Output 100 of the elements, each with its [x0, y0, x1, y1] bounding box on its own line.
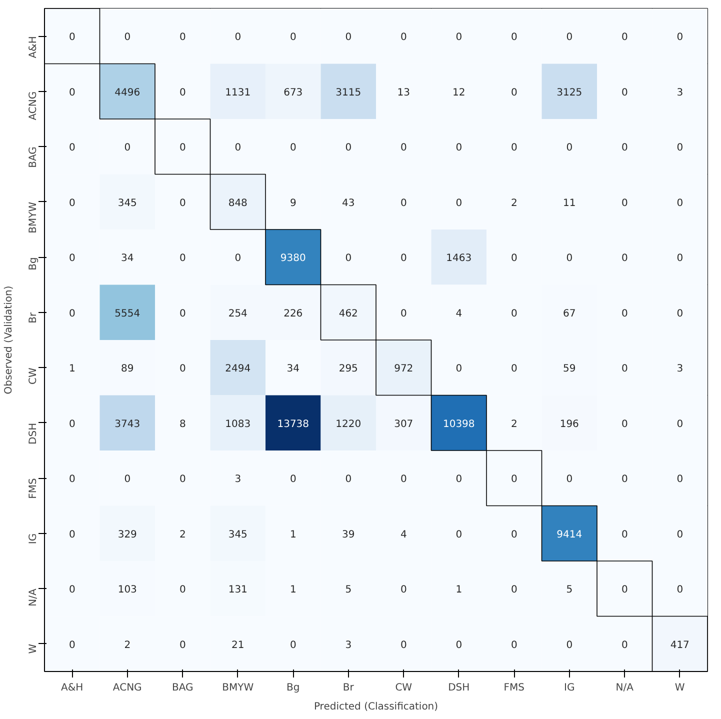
data-label: 0 [676, 32, 684, 44]
data-label: 13738 [277, 418, 310, 430]
x-tick-label: IG [564, 682, 575, 694]
data-label: 0 [510, 32, 518, 44]
data-label: 0 [456, 198, 462, 209]
data-label: 0 [676, 418, 684, 430]
data-label: 0 [676, 529, 684, 540]
data-label: 2 [510, 418, 518, 430]
data-label: 0 [400, 32, 407, 44]
data-label: 0 [179, 32, 186, 44]
data-label: 0 [290, 142, 296, 154]
x-tick-label: CW [395, 682, 412, 694]
data-label: 9414 [556, 529, 582, 540]
data-label: 2494 [225, 364, 251, 375]
data-label: 43 [342, 198, 355, 209]
data-label: 0 [510, 87, 518, 98]
data-label: 0 [124, 32, 131, 44]
data-label: 67 [563, 308, 576, 320]
data-label: 3743 [114, 418, 140, 430]
data-label: 0 [179, 308, 186, 320]
data-label: 103 [118, 584, 137, 596]
y-axis-title: Observed (Validation) [4, 286, 14, 394]
y-tick-label: CW [28, 368, 39, 384]
data-label: 0 [68, 32, 76, 44]
data-label: 3 [676, 364, 684, 375]
data-label: 59 [563, 364, 576, 375]
data-label: 1083 [225, 418, 251, 430]
x-tick-label: ACNG [112, 682, 142, 694]
data-label: 0 [456, 474, 462, 486]
data-label: 0 [566, 640, 573, 651]
data-label: 0 [566, 32, 573, 44]
data-label: 462 [338, 308, 358, 320]
data-label: 0 [456, 364, 462, 375]
data-label: 0 [345, 253, 352, 264]
data-label: 0 [456, 640, 462, 651]
data-label: 3 [345, 640, 352, 651]
data-label: 0 [621, 253, 628, 264]
data-label: 0 [510, 142, 518, 154]
data-label: 13 [397, 87, 410, 98]
data-label: 0 [456, 529, 462, 540]
data-label: 0 [510, 364, 518, 375]
data-label: 295 [338, 364, 358, 375]
data-label: 254 [228, 308, 248, 320]
data-label: 848 [228, 198, 248, 209]
data-label: 1 [290, 584, 296, 596]
x-tick-label: FMS [504, 682, 524, 694]
data-label: 8 [179, 418, 186, 430]
data-label: 0 [179, 474, 186, 486]
data-label: 10398 [442, 418, 475, 430]
data-label: 226 [284, 308, 303, 320]
y-tick-label: FMS [28, 478, 39, 499]
y-tick-label: Bg [28, 257, 39, 270]
data-label: 0 [400, 308, 407, 320]
data-label: 0 [179, 253, 186, 264]
data-label: 0 [621, 474, 628, 486]
data-label: 0 [68, 640, 76, 651]
data-label: 1 [456, 584, 462, 596]
data-label: 89 [121, 364, 134, 375]
data-label: 0 [400, 640, 407, 651]
data-label: 0 [68, 87, 76, 98]
data-label: 0 [621, 308, 628, 320]
data-label: 11 [563, 198, 576, 209]
data-label: 0 [456, 142, 462, 154]
y-tick-label: Br [28, 311, 39, 324]
data-label: 0 [566, 253, 573, 264]
x-tick-label: A&H [61, 682, 84, 694]
data-label: 0 [676, 142, 684, 154]
data-label: 0 [621, 640, 628, 651]
data-label: 972 [394, 364, 414, 375]
data-label: 345 [118, 198, 137, 209]
data-label: 0 [510, 584, 518, 596]
data-label: 0 [510, 253, 518, 264]
data-label: 0 [400, 584, 407, 596]
data-label: 0 [510, 529, 518, 540]
data-label: 0 [510, 308, 518, 320]
data-label: 34 [121, 253, 134, 264]
data-label: 0 [234, 142, 242, 154]
data-label: 4496 [114, 87, 140, 98]
data-label: 0 [68, 308, 76, 320]
data-label: 0 [566, 142, 573, 154]
x-tick-label: Br [342, 682, 355, 694]
data-label: 3125 [556, 87, 582, 98]
x-tick-label: Bg [286, 682, 300, 694]
data-label: 345 [228, 529, 248, 540]
data-label: 0 [179, 640, 186, 651]
data-label: 0 [179, 584, 186, 596]
data-label: 0 [234, 32, 242, 44]
data-label: 0 [345, 474, 352, 486]
data-label: 2 [124, 640, 131, 651]
data-label: 0 [290, 474, 296, 486]
x-tick-label: BAG [172, 682, 194, 694]
data-label: 0 [234, 253, 242, 264]
data-label: 4 [400, 529, 407, 540]
data-label: 2 [510, 198, 518, 209]
y-tick-label: IG [28, 533, 39, 544]
data-label: 5 [345, 584, 352, 596]
data-label: 12 [452, 87, 466, 98]
data-label: 0 [179, 87, 186, 98]
y-tick-label: N/A [28, 588, 39, 606]
data-label: 0 [68, 253, 76, 264]
